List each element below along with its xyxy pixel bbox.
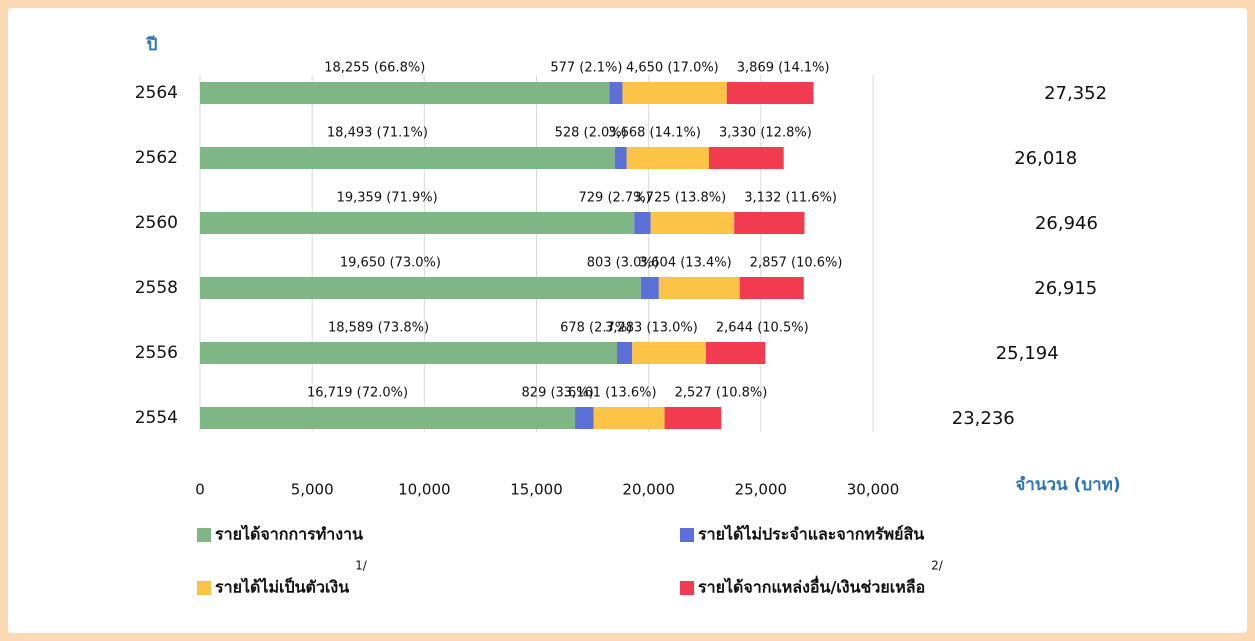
bar-segment: [609, 82, 623, 104]
total-label: 26,018: [1014, 148, 1077, 169]
y-axis-label: ปี: [146, 34, 158, 55]
bar-segment: [200, 82, 610, 104]
value-label: 3,161 (13.6%): [564, 386, 657, 401]
value-label: 19,650 (73.0%): [340, 256, 441, 271]
y-tick-label: 2558: [135, 278, 178, 298]
bar-segment: [705, 342, 766, 364]
legend-footnote: 2/: [931, 559, 944, 573]
bar-segment: [634, 212, 651, 234]
x-tick-label: 25,000: [735, 481, 788, 499]
value-label: 729 (2.7%): [579, 191, 651, 206]
bar-segment: [734, 212, 805, 234]
value-label: 3,330 (12.8%): [719, 126, 812, 141]
y-tick-label: 2556: [135, 343, 178, 363]
value-label: 18,255 (66.8%): [324, 61, 425, 76]
bar-segment: [200, 212, 635, 234]
value-label: 18,493 (71.1%): [327, 126, 428, 141]
value-label: 18,589 (73.8%): [328, 321, 429, 336]
value-label: 678 (2.7%): [560, 321, 632, 336]
bar-segment: [575, 407, 594, 429]
x-tick-label: 5,000: [291, 481, 334, 499]
value-label: 2,644 (10.5%): [716, 321, 809, 336]
bar-segment: [650, 212, 735, 234]
value-label: 2,527 (10.8%): [675, 386, 768, 401]
y-tick-label: 2560: [135, 213, 178, 233]
y-tick-label: 2564: [135, 83, 178, 103]
value-label: 829 (3.6%): [522, 386, 594, 401]
bar-segment: [658, 277, 740, 299]
value-label: 3,283 (13.0%): [605, 321, 698, 336]
total-label: 27,352: [1044, 83, 1107, 104]
value-label: 3,132 (11.6%): [744, 191, 837, 206]
value-label: 19,359 (71.9%): [337, 191, 438, 206]
bar-segment: [593, 407, 665, 429]
bar-segment: [200, 277, 641, 299]
legend-label: รายได้ไม่เป็นตัวเงิน: [215, 576, 349, 597]
legend-swatch: [197, 528, 211, 542]
value-label: 16,719 (72.0%): [307, 386, 408, 401]
bar-segment: [664, 407, 722, 429]
value-label: 3,668 (14.1%): [608, 126, 701, 141]
legend-footnote: 1/: [355, 559, 368, 573]
legend-swatch: [197, 581, 211, 595]
bar-segment: [726, 82, 814, 104]
bar-segment: [200, 407, 576, 429]
value-label: 577 (2.1%): [550, 61, 622, 76]
x-axis-label: จำนวน (บาท): [1015, 475, 1120, 495]
x-tick-label: 0: [195, 481, 205, 499]
y-tick-label: 2554: [135, 408, 178, 428]
bar-segment: [617, 342, 633, 364]
value-label: 3,604 (13.4%): [639, 256, 732, 271]
bar-segment: [632, 342, 706, 364]
total-label: 26,946: [1035, 213, 1098, 234]
x-tick-label: 10,000: [398, 481, 451, 499]
bar-segment: [708, 147, 784, 169]
total-label: 25,194: [996, 343, 1059, 364]
legend-swatch: [680, 528, 694, 542]
bar-segment: [200, 147, 615, 169]
y-tick-label: 2562: [135, 148, 178, 168]
x-tick-label: 30,000: [847, 481, 900, 499]
legend-label: รายได้จากการทำงาน: [215, 525, 363, 544]
value-label: 803 (3.0%): [587, 256, 659, 271]
bar-segment: [200, 342, 618, 364]
legend-swatch: [680, 581, 694, 595]
legend-label: รายได้จากแหล่งอื่น/เงินช่วยเหลือ: [698, 576, 925, 597]
bar-segment: [614, 147, 627, 169]
value-label: 528 (2.0%): [555, 126, 627, 141]
value-label: 4,650 (17.0%): [626, 61, 719, 76]
x-tick-label: 15,000: [510, 481, 563, 499]
bar-segment: [626, 147, 709, 169]
bar-segment: [739, 277, 804, 299]
bar-segment: [640, 277, 659, 299]
total-label: 23,236: [952, 408, 1015, 429]
value-label: 3,869 (14.1%): [737, 61, 830, 76]
value-label: 2,857 (10.6%): [750, 256, 843, 271]
value-label: 3,725 (13.8%): [633, 191, 726, 206]
bar-segment: [622, 82, 727, 104]
x-tick-label: 20,000: [622, 481, 675, 499]
total-label: 26,915: [1034, 278, 1097, 299]
legend-label: รายได้ไม่ประจำและจากทรัพย์สิน: [698, 525, 924, 544]
